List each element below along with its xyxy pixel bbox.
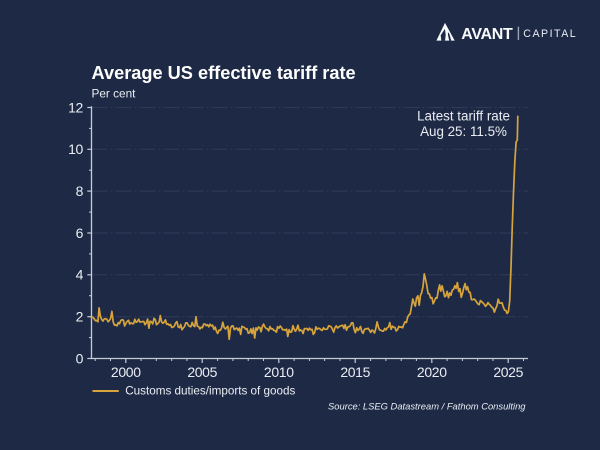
svg-text:Customs duties/imports of good: Customs duties/imports of goods	[125, 385, 295, 398]
svg-text:2005: 2005	[187, 364, 217, 380]
svg-text:2015: 2015	[340, 364, 370, 380]
svg-text:2: 2	[76, 309, 84, 325]
svg-text:2025: 2025	[493, 364, 523, 380]
svg-text:Latest tariff rate: Latest tariff rate	[417, 108, 510, 123]
svg-text:8: 8	[76, 183, 84, 199]
svg-text:6: 6	[76, 225, 84, 241]
svg-text:0: 0	[76, 350, 84, 366]
svg-text:2000: 2000	[111, 364, 141, 380]
svg-text:Source: LSEG Datastream / Fath: Source: LSEG Datastream / Fathom Consult…	[328, 401, 526, 412]
svg-text:Average US effective tariff ra: Average US effective tariff rate	[92, 63, 356, 83]
svg-text:Aug 25: 11.5%: Aug 25: 11.5%	[420, 124, 507, 139]
svg-text:4: 4	[76, 267, 84, 283]
svg-text:CAPITAL: CAPITAL	[523, 28, 577, 40]
svg-text:Per cent: Per cent	[92, 87, 137, 101]
svg-text:10: 10	[68, 141, 83, 157]
svg-text:12: 12	[68, 99, 83, 115]
svg-text:2020: 2020	[417, 364, 447, 380]
svg-text:2010: 2010	[264, 364, 294, 380]
svg-text:AVANT: AVANT	[461, 26, 513, 43]
